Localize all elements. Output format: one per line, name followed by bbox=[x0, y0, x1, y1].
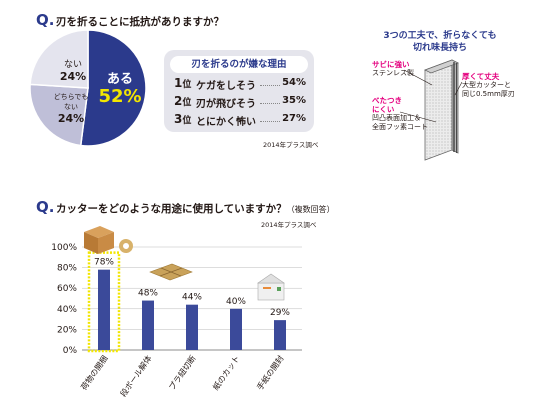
x-category-label: プラ紐切断 bbox=[167, 353, 198, 392]
x-category-label: 手紙の開封 bbox=[255, 353, 286, 392]
pie-label-neutral-line1: どちらでも bbox=[53, 93, 89, 101]
bar-value-label: 40% bbox=[226, 297, 246, 307]
y-tick-label: 60% bbox=[57, 284, 77, 294]
y-tick-label: 80% bbox=[57, 264, 77, 274]
x-category-label: 紙のカット bbox=[211, 353, 242, 392]
feature-rust-title: サビに強い bbox=[372, 60, 410, 69]
leader-thick bbox=[454, 81, 463, 96]
bar bbox=[230, 308, 242, 350]
q1-source: 2014年プラス調べ bbox=[263, 141, 319, 149]
x-category-label: 荷物の開梱 bbox=[79, 353, 110, 392]
feature-sticky-title2: にくい bbox=[372, 105, 395, 114]
reason-rank-3-suffix: 位 bbox=[182, 116, 192, 126]
leader-rust bbox=[403, 69, 433, 86]
pie-slice-no bbox=[29, 29, 89, 89]
reason-dots-2 bbox=[260, 103, 280, 104]
feature-thick-title: 厚くて丈夫 bbox=[462, 72, 500, 81]
reason-rank-2: 2位 bbox=[174, 94, 191, 108]
features-title-line2: 切れ味長持ち bbox=[412, 43, 467, 53]
feature-sticky-title1: べたつき bbox=[372, 96, 402, 105]
feature-sticky-desc1: 凹凸表面加工＆ bbox=[372, 114, 421, 122]
bar-value-label: 44% bbox=[182, 293, 202, 303]
pie-label-neutral: どちらでも ない 24% bbox=[48, 92, 94, 125]
reason-dots-1 bbox=[260, 85, 280, 86]
feature-rust-desc: ステンレス製 bbox=[372, 69, 414, 77]
bar bbox=[98, 269, 110, 350]
pie-label-neutral-line2: ない bbox=[64, 103, 78, 111]
packed-box-icon bbox=[149, 263, 193, 281]
reason-rank-1-suffix: 位 bbox=[182, 80, 192, 90]
q1-mark: Q. bbox=[36, 11, 55, 29]
reason-row-3: 3位 とにかく怖い 27% bbox=[172, 112, 308, 128]
reason-rank-1-num: 1 bbox=[174, 76, 183, 90]
bar-value-label: 29% bbox=[270, 308, 290, 318]
bar-value-label: 78% bbox=[94, 258, 114, 268]
envelope-icon bbox=[257, 273, 285, 301]
feature-thick-desc2: 同じ0.5mm厚刃 bbox=[462, 90, 515, 98]
pie-label-yes-pct: 52% bbox=[98, 86, 142, 107]
reason-row-1: 1位 ケガをしそう 54% bbox=[172, 76, 308, 92]
pie-label-yes: ある 52% bbox=[92, 72, 148, 107]
q2-mark: Q. bbox=[36, 198, 55, 216]
y-tick-label: 40% bbox=[57, 305, 77, 315]
pie-label-no-text: ない bbox=[63, 60, 82, 70]
reason-rank-1: 1位 bbox=[174, 76, 191, 90]
feature-sticky-desc2: 全面フッ素コート bbox=[372, 123, 428, 131]
reason-text-3: とにかく怖い bbox=[196, 117, 256, 128]
pie-label-no: ない 24% bbox=[58, 60, 88, 82]
reason-pct-3: 27% bbox=[282, 113, 306, 124]
x-category-label: 段ボール解体 bbox=[118, 353, 154, 398]
q2-question: カッターをどのような用途に使用していますか？（複数回答） bbox=[56, 201, 335, 216]
reasons-title: 刃を折るのが嫌な理由 bbox=[170, 56, 308, 73]
pie-slice-neutral bbox=[29, 83, 89, 147]
reason-pct-2: 35% bbox=[282, 95, 306, 106]
leader-sticky bbox=[399, 111, 437, 123]
reason-rank-2-suffix: 位 bbox=[182, 98, 192, 108]
q2-source: 2014年プラス調べ bbox=[261, 221, 317, 229]
bar-value-label: 48% bbox=[138, 289, 158, 299]
y-tick-label: 0% bbox=[63, 346, 78, 356]
feature-thick-desc1: 大型カッターと bbox=[462, 81, 511, 89]
reason-dots-3 bbox=[260, 121, 280, 122]
q2-question-text: カッターをどのような用途に使用していますか？ bbox=[56, 203, 287, 215]
y-tick-label: 20% bbox=[57, 325, 77, 335]
tape-roll-icon bbox=[119, 239, 133, 253]
reason-text-2: 刃が飛びそう bbox=[196, 99, 256, 110]
reason-rank-3-num: 3 bbox=[174, 112, 183, 126]
feature-sticky: べたつき にくい 凹凸表面加工＆ 全面フッ素コート bbox=[372, 96, 428, 132]
reason-rank-2-num: 2 bbox=[174, 94, 183, 108]
reason-text-1: ケガをしそう bbox=[196, 81, 256, 92]
blade-top bbox=[423, 59, 460, 74]
cardboard-box-icon bbox=[84, 226, 114, 254]
reason-row-2: 2位 刃が飛びそう 35% bbox=[172, 94, 308, 110]
features-title: 3つの工夫で、折らなくても 切れ味長持ち bbox=[345, 30, 535, 54]
q1-question: 刃を折ることに抵抗がありますか？ bbox=[56, 16, 224, 28]
feature-rust: サビに強い ステンレス製 bbox=[372, 60, 414, 78]
bar bbox=[142, 300, 154, 350]
pie-slice-yes bbox=[79, 29, 147, 147]
pie-label-yes-text: ある bbox=[106, 72, 133, 87]
pie-label-no-pct: 24% bbox=[59, 70, 87, 83]
q2-question-note: （複数回答） bbox=[286, 205, 335, 214]
bar bbox=[274, 320, 286, 350]
feature-thick: 厚くて丈夫 大型カッターと 同じ0.5mm厚刃 bbox=[462, 72, 515, 99]
highlight-frame bbox=[87, 251, 121, 353]
features-title-line1: 3つの工夫で、折らなくても bbox=[383, 31, 497, 41]
y-tick-label: 100% bbox=[51, 243, 77, 253]
reason-rank-3: 3位 bbox=[174, 112, 191, 126]
pie-label-neutral-pct: 24% bbox=[57, 112, 85, 125]
bar bbox=[186, 304, 198, 350]
reason-pct-1: 54% bbox=[282, 77, 306, 88]
